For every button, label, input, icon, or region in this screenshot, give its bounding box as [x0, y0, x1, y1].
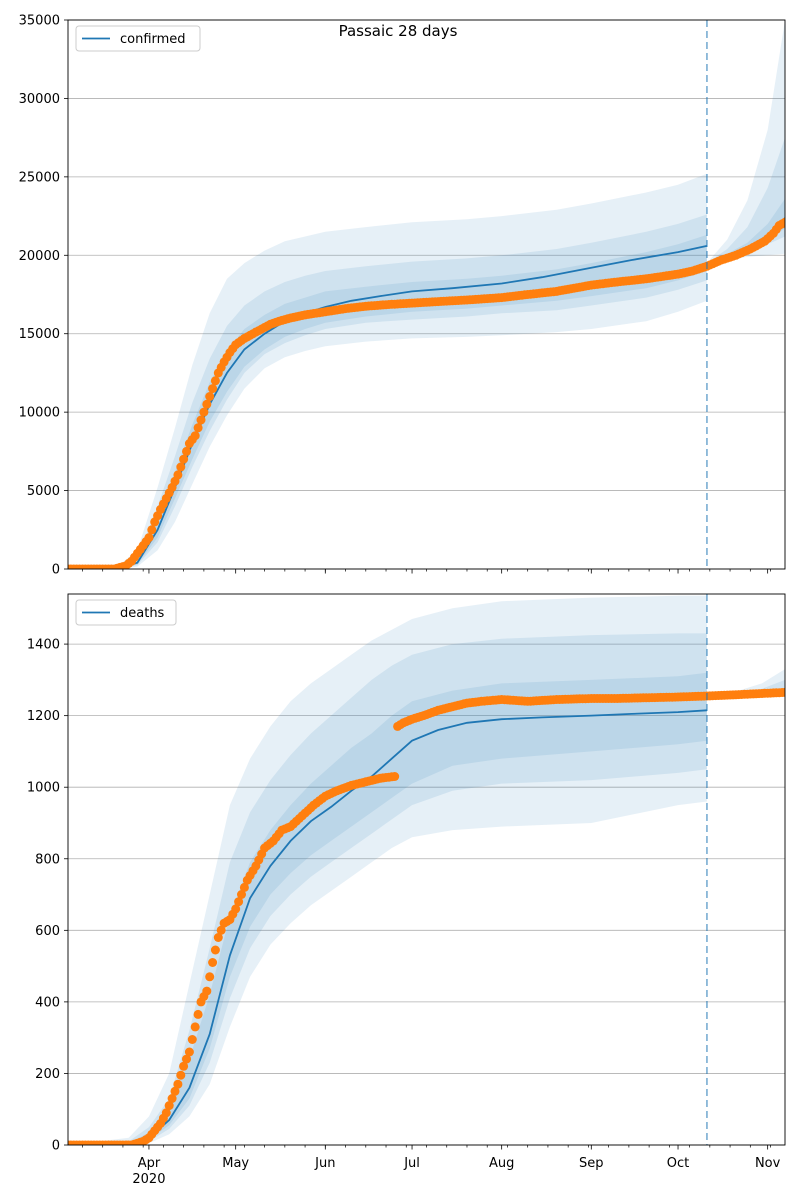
x-tick-label: Jul — [403, 1156, 420, 1171]
uncertainty-band-outer — [68, 173, 707, 569]
observed-point — [182, 446, 191, 456]
y-tick-label: 25000 — [19, 170, 60, 185]
y-tick-label: 1000 — [27, 781, 60, 796]
observed-point — [176, 1070, 186, 1080]
legend-label: confirmed — [120, 32, 186, 47]
observed-point — [208, 384, 218, 394]
x-tick-year-label: 2020 — [132, 1172, 165, 1187]
observed-point — [164, 1101, 174, 1111]
observed-point — [193, 1009, 203, 1019]
confirmed-panel: 0 5000 10000 15000 20000 25000 30000 35000 confi… — [19, 14, 786, 578]
uncertainty-band-inner — [68, 672, 707, 1145]
observed-point — [205, 972, 215, 982]
y-tick-label: 1400 — [27, 638, 60, 653]
legend: confirmed — [75, 25, 201, 52]
observed-point — [196, 415, 206, 425]
observed-point — [780, 217, 785, 227]
y-tick-label: 10000 — [19, 406, 60, 421]
y-tick-label: 200 — [35, 1067, 60, 1082]
legend-box — [75, 599, 177, 626]
observed-point — [182, 1054, 191, 1064]
observed-point — [237, 890, 246, 899]
y-tick-label: 800 — [35, 852, 60, 867]
observed-point — [390, 772, 400, 781]
observed-point — [144, 533, 154, 543]
x-tick-label: Oct — [667, 1156, 689, 1171]
uncertainty-band-middle — [68, 214, 707, 569]
y-tick-label: 5000 — [27, 484, 60, 499]
legend-box — [75, 25, 201, 52]
observed-point — [179, 454, 189, 464]
observed-point — [234, 897, 244, 907]
observed-point — [231, 904, 241, 914]
observed-point — [184, 1047, 194, 1057]
observed-point — [161, 1108, 171, 1118]
y-tick-label: 0 — [52, 1139, 60, 1154]
x-tick-label: May — [222, 1156, 249, 1171]
legend: deaths — [75, 599, 177, 626]
observed-point — [213, 933, 223, 942]
uncertainty-band-outer — [68, 595, 707, 1145]
plot-area — [68, 20, 785, 569]
y-tick-label: 400 — [35, 995, 60, 1010]
x-tick-label: Sep — [579, 1156, 604, 1171]
observed-point — [147, 525, 157, 535]
observed-point — [173, 470, 183, 480]
uncertainty-band-middle — [68, 633, 707, 1145]
observed-point — [210, 945, 220, 955]
observed-point — [190, 431, 200, 441]
observed-point — [208, 958, 218, 967]
observed-point — [190, 1022, 200, 1032]
forecast-band-outer — [706, 20, 785, 264]
x-tick-label: Apr — [138, 1156, 161, 1171]
observed-point — [187, 1035, 197, 1044]
observed-point — [173, 1079, 183, 1089]
observed-point — [202, 986, 212, 996]
y-tick-label: 0 — [52, 563, 60, 578]
x-tick-label: Nov — [755, 1156, 781, 1171]
x-tick-label: Aug — [489, 1156, 514, 1171]
y-tick-label: 1200 — [27, 709, 60, 724]
observed-point — [193, 423, 203, 433]
observed-point — [205, 392, 215, 401]
observed-point — [216, 925, 226, 935]
observed-point — [170, 1086, 180, 1096]
observed-point — [167, 1094, 177, 1103]
y-tick-label: 600 — [35, 924, 60, 939]
x-tick-label: Jun — [314, 1156, 335, 1171]
model-line — [68, 709, 707, 1145]
observed-point — [780, 687, 785, 697]
observed-point — [179, 1061, 189, 1071]
chart-title: Passaic 28 days — [339, 22, 458, 40]
forecast-band-inner — [706, 198, 785, 264]
plot-area — [68, 595, 785, 1145]
y-tick-label: 35000 — [19, 14, 60, 29]
observed-point — [199, 407, 209, 417]
forecast-band-middle — [706, 137, 785, 264]
y-tick-label: 30000 — [19, 92, 60, 107]
observed-point — [210, 376, 220, 386]
y-tick-label: 15000 — [19, 327, 60, 342]
legend-label: deaths — [120, 606, 165, 621]
observed-point — [176, 462, 186, 472]
observed-point — [239, 882, 249, 892]
observed-point — [202, 399, 212, 409]
y-tick-label: 20000 — [19, 249, 60, 264]
